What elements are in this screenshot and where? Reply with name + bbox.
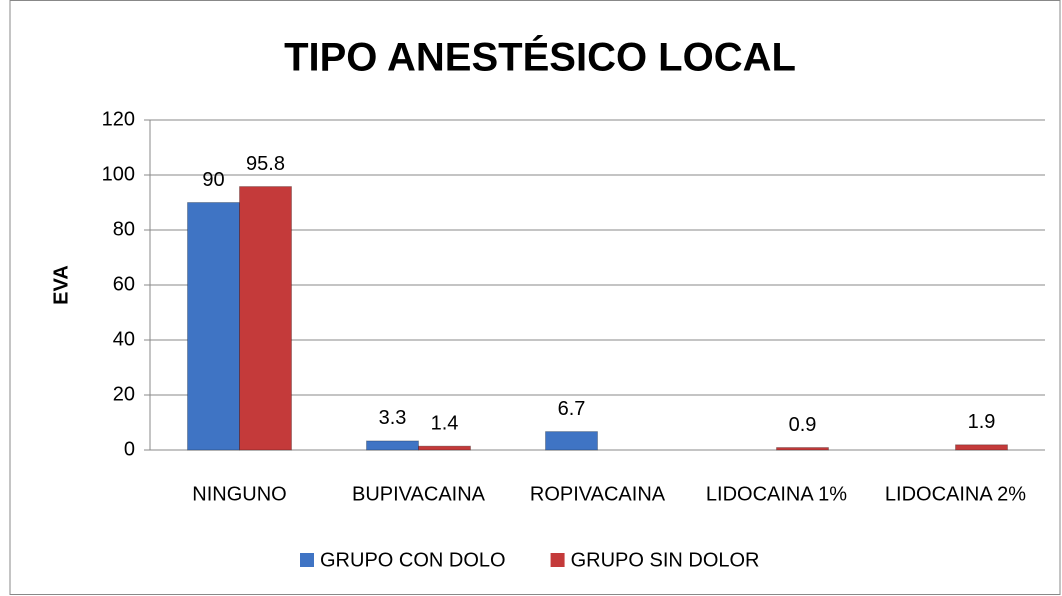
value-label: 1.9 (968, 411, 996, 433)
bar (418, 445, 471, 451)
bar (545, 431, 598, 451)
chart-title: TIPO ANESTÉSICO LOCAL (284, 35, 796, 80)
y-tick-label: 100 (102, 163, 135, 185)
y-tick-label: 80 (113, 218, 135, 240)
value-label: 0.9 (789, 414, 817, 436)
legend-label: GRUPO CON DOLO (320, 549, 506, 571)
value-label: 3.3 (379, 407, 407, 429)
value-label: 90 (202, 169, 224, 191)
y-tick-label: 120 (102, 108, 135, 130)
x-tick-label: LIDOCAINA 2% (885, 483, 1026, 505)
y-tick-label: 60 (113, 273, 135, 295)
legend-swatch (300, 553, 314, 567)
y-tick-label: 0 (124, 438, 135, 460)
x-tick-label: ROPIVACAINA (530, 483, 666, 505)
y-axis-label: EVA (50, 265, 72, 305)
y-tick-label: 20 (113, 383, 135, 405)
x-tick-label: BUPIVACAINA (352, 483, 486, 505)
bar (239, 186, 292, 451)
value-label: 1.4 (431, 412, 459, 434)
legend-swatch (550, 553, 565, 567)
value-label: 6.7 (558, 398, 586, 420)
bar (776, 447, 829, 451)
bar (187, 202, 240, 451)
bar (366, 440, 419, 451)
bar (955, 444, 1008, 451)
x-tick-label: NINGUNO (192, 483, 286, 505)
chart-frame (9, 0, 1061, 595)
legend-label: GRUPO SIN DOLOR (571, 549, 760, 571)
x-tick-label: LIDOCAINA 1% (706, 483, 847, 505)
y-tick-label: 40 (113, 328, 135, 350)
value-label: 95.8 (246, 153, 285, 175)
